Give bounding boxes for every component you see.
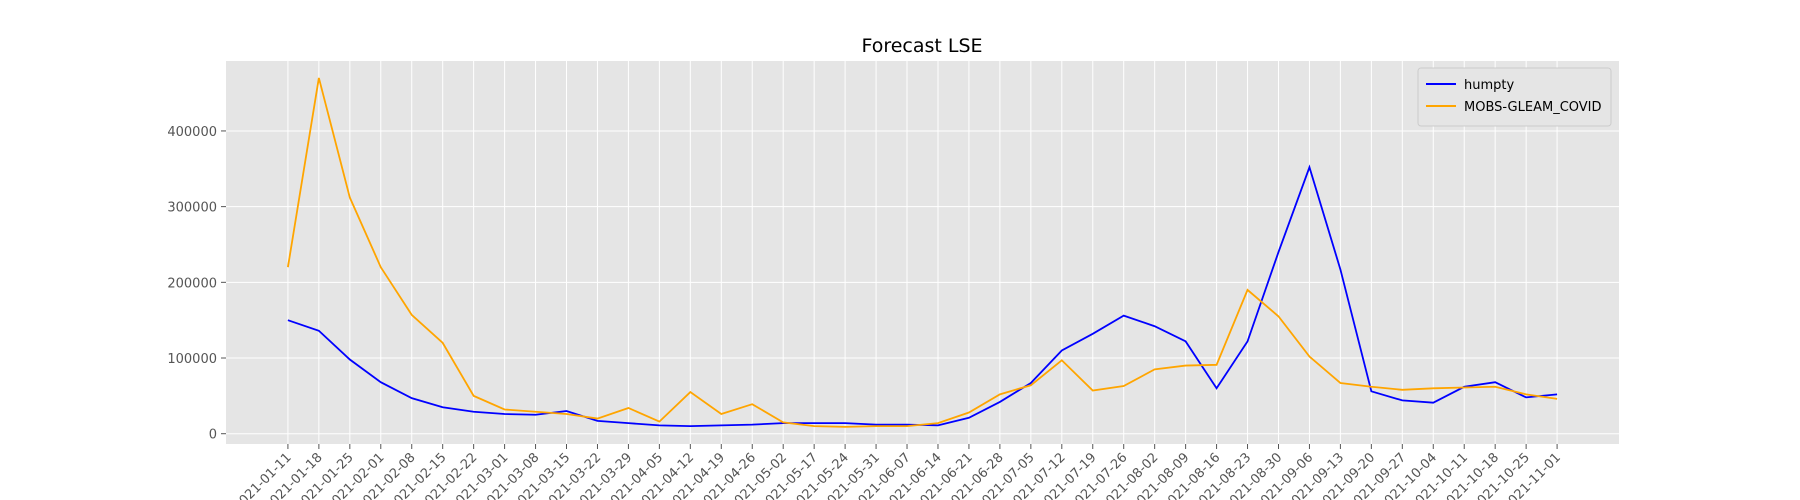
chart-title: Forecast LSE bbox=[861, 35, 982, 57]
y-tick-label: 300000 bbox=[167, 201, 217, 216]
line-series bbox=[287, 77, 1558, 428]
legend-label: humpty bbox=[1464, 78, 1514, 93]
legend-label: MOBS-GLEAM_COVID bbox=[1464, 100, 1602, 115]
plot-area bbox=[226, 61, 1619, 444]
legend-box bbox=[1417, 67, 1612, 127]
y-tick-label: 200000 bbox=[167, 276, 217, 291]
y-tick-label: 0 bbox=[209, 428, 217, 443]
y-tick-label: 400000 bbox=[167, 125, 217, 140]
y-tick-label: 100000 bbox=[167, 352, 217, 367]
